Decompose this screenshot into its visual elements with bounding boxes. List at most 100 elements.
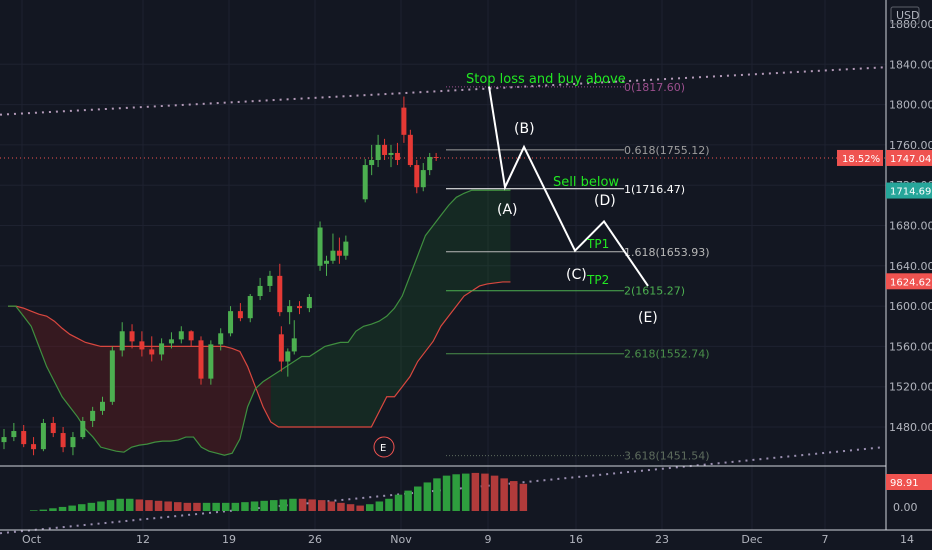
- oscillator-bar: [519, 483, 528, 511]
- oscillator-bar: [289, 498, 297, 511]
- candle-body: [336, 250, 342, 256]
- wave-label: (C): [566, 267, 587, 283]
- candle-body: [178, 331, 184, 340]
- wave-projection: (A) (B) (C) (D) (E) TP1 TP2 E: [373, 86, 658, 458]
- time-tick-label: 16: [569, 533, 583, 546]
- time-tick-label: 14: [900, 533, 914, 546]
- fib-label: 2.618(1552.74): [624, 348, 710, 361]
- price-tick-label: 1600.00: [889, 300, 932, 313]
- oscillator-bar: [183, 502, 192, 511]
- candle-body: [1, 437, 7, 443]
- osc-tick-label: 0.00: [893, 501, 918, 514]
- candle-body: [388, 152, 394, 155]
- wave-path: [488, 86, 649, 287]
- candle-body: [306, 297, 312, 309]
- price-tick-label: 1760.00: [889, 139, 932, 152]
- oscillator-bar: [87, 502, 96, 511]
- oscillator-bar: [241, 502, 249, 511]
- price-tick-label: 1800.00: [889, 99, 932, 112]
- oscillator-bar: [222, 502, 230, 511]
- oscillator-bar: [97, 501, 105, 511]
- candle-body: [159, 343, 165, 355]
- candle-body: [414, 165, 420, 188]
- candle-body: [247, 296, 253, 319]
- oscillator-bar: [298, 498, 307, 511]
- trendline-upper: [0, 66, 885, 116]
- ichimoku-conversion-line: [8, 281, 511, 428]
- oscillator-bar: [135, 499, 144, 511]
- currency-label: USD: [896, 9, 920, 22]
- candle-body: [324, 260, 329, 264]
- fib-label: 2(1615.27): [624, 285, 685, 298]
- candle-body: [291, 338, 297, 352]
- candle-body: [420, 170, 426, 188]
- currency-button: [890, 6, 920, 25]
- cloud-fill-bearish: [8, 306, 271, 456]
- time-tick-label: 9: [485, 533, 492, 546]
- oscillator-panel: [30, 472, 528, 511]
- oscillator-bar: [500, 478, 508, 511]
- oscillator-bar: [78, 504, 86, 511]
- trendlines: [0, 66, 885, 535]
- candle-body: [60, 433, 66, 448]
- candle-body: [188, 331, 194, 341]
- cloud-fill-bullish: [270, 190, 511, 427]
- oscillator-bar: [327, 501, 336, 511]
- oscillator-bar: [471, 472, 480, 511]
- oscillator-bar: [106, 500, 115, 511]
- oscillator-bar: [442, 475, 451, 511]
- oscillator-bar: [414, 486, 422, 511]
- candle-body: [369, 160, 375, 166]
- oscillator-bar: [212, 502, 220, 511]
- oscillator-bar: [68, 505, 76, 511]
- ichimoku-cloud: [8, 189, 511, 456]
- oscillator-bar: [510, 481, 518, 511]
- candle-body: [228, 311, 234, 334]
- candle-body: [109, 350, 115, 402]
- oscillator-bar: [308, 499, 316, 511]
- candle-body: [267, 275, 273, 286]
- time-tick-label: Dec: [741, 533, 762, 546]
- candle-body: [237, 311, 243, 319]
- oscillator-bar: [193, 502, 201, 511]
- candle-body: [382, 144, 388, 155]
- fib-label: 1(1716.47): [624, 183, 685, 196]
- candle-body: [149, 349, 155, 355]
- oscillator-bar: [490, 475, 499, 511]
- time-tick-label: 19: [222, 533, 236, 546]
- oscillator-bar: [270, 500, 278, 511]
- price-tag-bg: [886, 474, 932, 490]
- candle-body: [168, 339, 174, 344]
- wave-label: (D): [594, 193, 616, 209]
- candle-body: [90, 410, 96, 421]
- candle-body: [100, 401, 105, 411]
- price-tick-label: 1840.00: [889, 58, 932, 71]
- oscillator-bar: [231, 502, 240, 511]
- time-tick-label: Nov: [390, 533, 412, 546]
- candle-body: [394, 152, 400, 161]
- candle-body: [343, 241, 349, 256]
- wave-label: (B): [514, 121, 535, 137]
- trendline-lower: [0, 446, 885, 535]
- oscillator-bar: [423, 482, 432, 511]
- time-tick-label: 7: [822, 533, 829, 546]
- fib-levels: 0(1817.60) 0.618(1755.12) 1(1716.47) 1.618(…: [0, 72, 886, 463]
- oscillator-bar: [337, 502, 345, 511]
- oscillator-bar: [366, 504, 374, 511]
- event-marker: [373, 436, 395, 458]
- candle-body: [139, 341, 145, 350]
- candle-body: [277, 275, 283, 313]
- price-tags: 1747.04 18.52% 1714.69 1624.62 98.91: [837, 149, 932, 490]
- candle-body: [317, 227, 323, 266]
- candle-body: [119, 331, 125, 351]
- oscillator-bar: [375, 501, 384, 511]
- price-tick-label: 1680.00: [889, 220, 932, 233]
- candle-body: [330, 250, 336, 261]
- time-tick-label: 12: [136, 533, 150, 546]
- oscillator-bar: [318, 500, 326, 511]
- price-tick-label: 1560.00: [889, 340, 932, 353]
- candle-body: [218, 333, 224, 345]
- oscillator-bar: [250, 501, 259, 511]
